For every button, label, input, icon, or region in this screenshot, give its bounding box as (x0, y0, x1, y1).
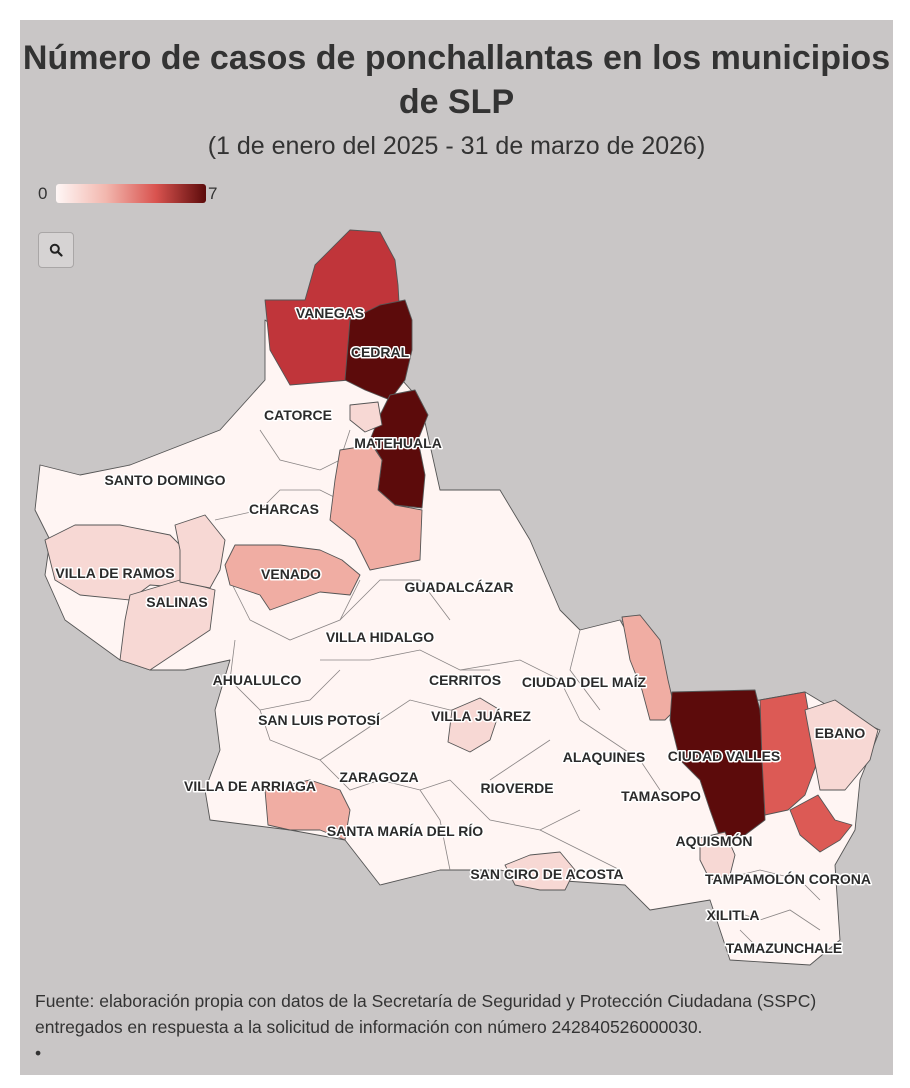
region-catorce-east[interactable] (349, 401, 383, 433)
label-ciudad-del-maiz: CIUDAD DEL MAÍZ (522, 674, 647, 690)
label-charcas: CHARCAS (249, 501, 319, 517)
search-icon (49, 243, 63, 257)
label-ahualulco: AHUALULCO (213, 672, 302, 688)
region-state-base[interactable] (34, 319, 881, 966)
label-santo-domingo: SANTO DOMINGO (104, 472, 225, 488)
region-ciudad-valles[interactable] (669, 689, 766, 839)
label-villa-de-arriaga: VILLA DE ARRIAGA (184, 778, 316, 794)
choropleth-map[interactable]: VANEGAS CEDRAL CATORCE MATEHUALA SANTO D… (20, 20, 893, 980)
source-text: Fuente: elaboración propia con datos de … (35, 991, 817, 1037)
source-note: Fuente: elaboración propia con datos de … (35, 988, 885, 1066)
region-villa-juarez[interactable] (447, 697, 501, 753)
region-aquismon[interactable] (699, 831, 736, 881)
label-catorce: CATORCE (264, 407, 332, 423)
region-salinas-north[interactable] (174, 514, 226, 589)
label-guadalcazar: GUADALCÁZAR (405, 579, 514, 595)
map-title: Número de casos de ponchallantas en los … (22, 39, 891, 121)
label-tampamolon-corona: TAMPAMOLÓN CORONA (705, 870, 871, 887)
label-tamasopo: TAMASOPO (621, 788, 701, 804)
label-zaragoza: ZARAGOZA (339, 769, 418, 785)
legend-color-scale (56, 184, 206, 203)
label-rioverde: RIOVERDE (480, 780, 553, 796)
region-cedral[interactable] (344, 299, 413, 401)
municipal-boundaries (214, 429, 821, 951)
map-subtitle: (1 de enero del 2025 - 31 de marzo de 20… (207, 132, 706, 160)
label-cerritos: CERRITOS (429, 672, 501, 688)
search-button[interactable] (38, 232, 74, 268)
label-matehuala: MATEHUALA (354, 435, 442, 451)
label-villa-juarez: VILLA JUÁREZ (431, 708, 531, 724)
label-salinas: SALINAS (146, 594, 207, 610)
label-ciudad-valles: CIUDAD VALLES (668, 748, 781, 764)
region-santa-maria-del-rio[interactable] (264, 779, 351, 841)
label-santa-maria-del-rio: SANTA MARÍA DEL RÍO (327, 823, 483, 839)
region-san-ciro-de-acosta[interactable] (504, 851, 576, 891)
region-matehuala[interactable] (369, 389, 429, 509)
label-villa-de-ramos: VILLA DE RAMOS (55, 565, 174, 581)
region-san-vicente[interactable] (789, 794, 853, 853)
label-aquismon: AQUISMÓN (676, 832, 753, 849)
label-san-luis-potosi: SAN LUIS POTOSÍ (258, 712, 381, 728)
label-villa-hidalgo: VILLA HIDALGO (326, 629, 434, 645)
label-ebano: EBANO (815, 725, 866, 741)
region-venado[interactable] (224, 544, 361, 611)
label-xilitla: XILITLA (707, 907, 760, 923)
region-tamuin[interactable] (759, 691, 819, 816)
region-ebano[interactable] (804, 699, 879, 791)
map-card: Número de casos de ponchallantas en los … (20, 20, 893, 1075)
label-tamazunchale: TAMAZUNCHALE (726, 940, 842, 956)
region-guadalcazar-west[interactable] (329, 444, 423, 571)
legend-max-label: 7 (208, 184, 218, 203)
label-cedral: CEDRAL (351, 344, 410, 360)
label-vanegas: VANEGAS (296, 305, 364, 321)
label-alaquines: ALAQUINES (563, 749, 645, 765)
label-san-ciro-de-acosta: SAN CIRO DE ACOSTA (470, 866, 623, 882)
source-bullet: • (35, 1043, 42, 1063)
legend-min-label: 0 (38, 184, 48, 203)
label-venado: VENADO (261, 566, 321, 582)
